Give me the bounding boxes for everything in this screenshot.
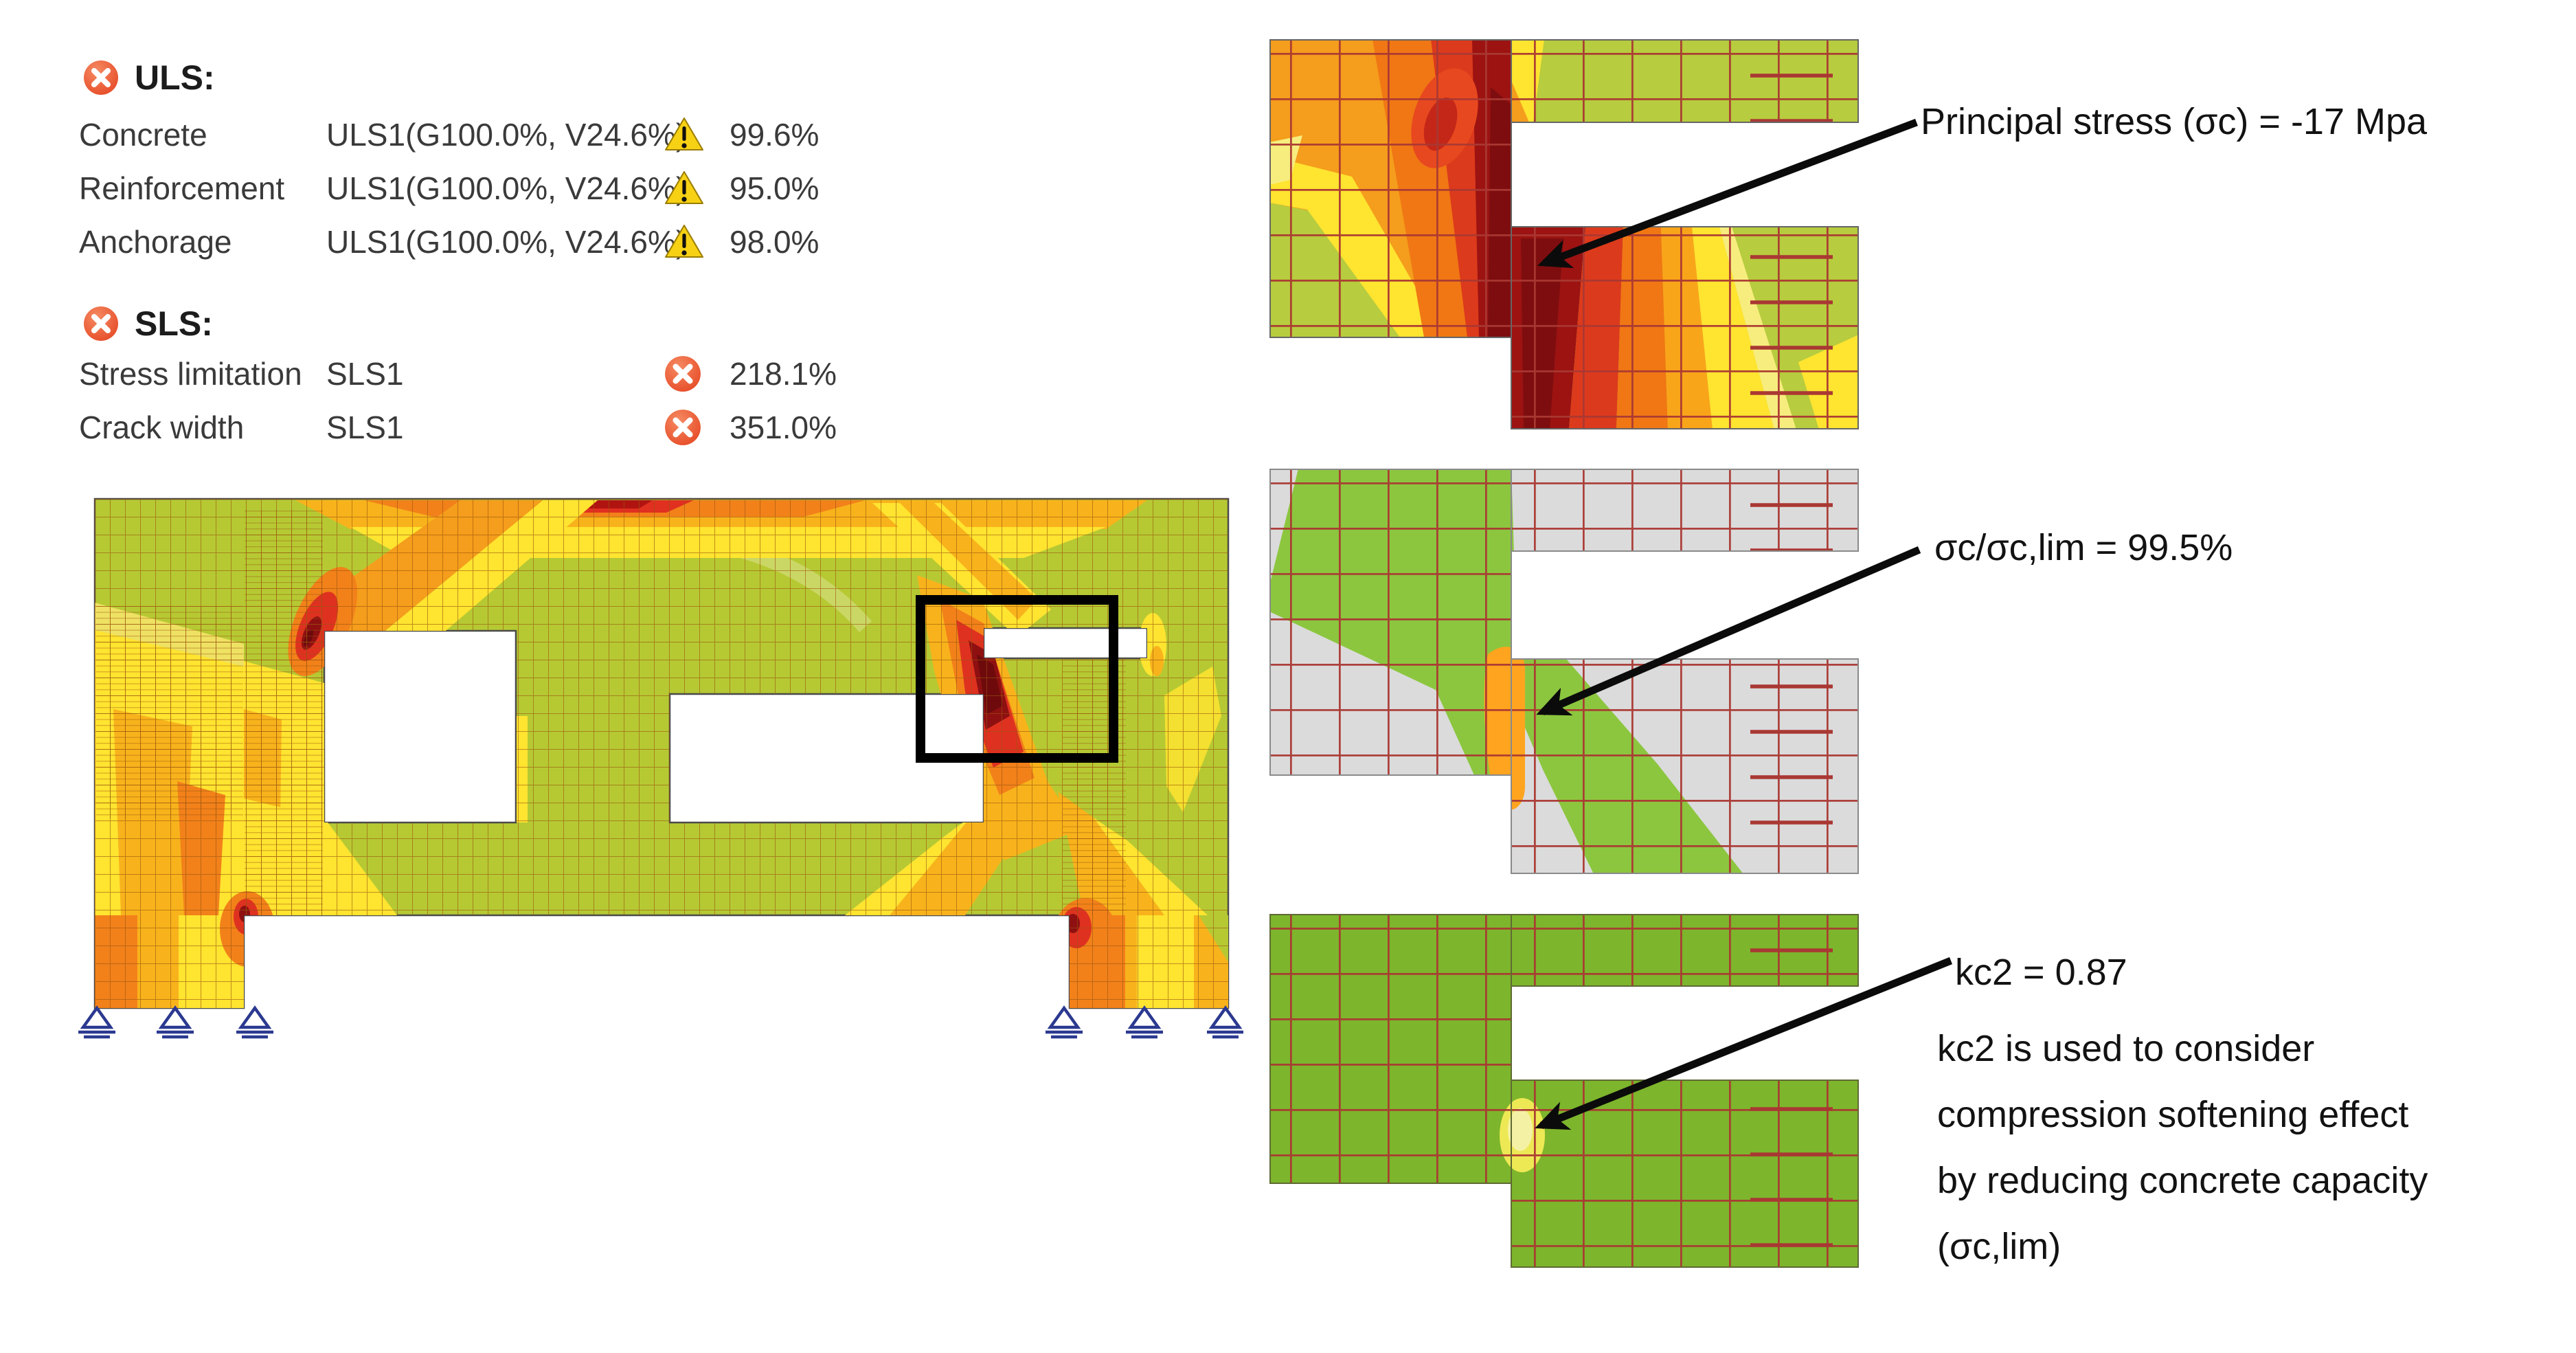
kc2-note-line: by reducing concrete capacity (1937, 1160, 2428, 1201)
check-row-reinforcement[interactable]: Reinforcement ULS1(G100.0%, V24.6%) 95.0… (0, 168, 866, 209)
utilisation-value: 98.0% (730, 224, 820, 260)
load-combination: SLS1 (326, 410, 404, 445)
check-row-stress-limitation[interactable]: Stress limitation SLS1 218.1% (0, 353, 866, 394)
rebar-grid (1269, 914, 1859, 1268)
uls-header: ULS: (82, 58, 215, 98)
rebar-grid (1269, 39, 1859, 429)
error-icon (664, 355, 702, 401)
support-icon (157, 1008, 194, 1037)
check-row-anchorage[interactable]: Anchorage ULS1(G100.0%, V24.6%) 98.0% (0, 221, 866, 262)
support-icon (78, 1008, 115, 1037)
error-icon (664, 408, 702, 454)
load-combination: ULS1(G100.0%, V24.6%) (326, 170, 687, 206)
check-label: Stress limitation (79, 356, 302, 392)
results-summary-panel: ULS: Concrete ULS1(G100.0%, V24.6%) 99.6… (0, 0, 866, 481)
rebar-grid (1269, 469, 1859, 874)
check-label: Concrete (79, 117, 207, 153)
check-label: Reinforcement (79, 170, 285, 206)
load-combination: SLS1 (326, 356, 404, 392)
support-icon (236, 1008, 273, 1037)
detail-stress-ratio (1269, 469, 1859, 874)
warning-icon (664, 223, 705, 267)
utilisation-value: 218.1% (730, 356, 837, 392)
error-icon (84, 306, 118, 341)
fem-wall-contour-plot (76, 489, 1243, 1062)
warning-icon (664, 169, 705, 214)
check-label: Anchorage (79, 224, 232, 260)
detail-kc2 (1269, 914, 1859, 1268)
kc2-note-line: kc2 is used to consider (1937, 1028, 2315, 1069)
error-icon (84, 60, 118, 95)
sls-title: SLS: (135, 304, 213, 343)
kc2-value-label: kc2 = 0.87 (1955, 952, 2127, 993)
utilisation-value: 351.0% (730, 410, 837, 445)
utilisation-value: 99.6% (730, 117, 820, 153)
support-icon (1046, 1008, 1083, 1037)
support-icons (78, 1008, 1243, 1037)
load-combination: ULS1(G100.0%, V24.6%) (326, 224, 687, 260)
kc2-note: kc2 is used to consider compression soft… (1937, 1016, 2428, 1279)
load-combination: ULS1(G100.0%, V24.6%) (326, 117, 687, 153)
highlight-rectangle (916, 595, 1118, 763)
utilisation-value: 95.0% (730, 170, 820, 206)
support-icon (1207, 1008, 1243, 1037)
check-row-crack-width[interactable]: Crack width SLS1 351.0% (0, 407, 866, 448)
sls-header: SLS: (82, 304, 213, 344)
uls-title: ULS: (135, 58, 215, 97)
check-row-concrete[interactable]: Concrete ULS1(G100.0%, V24.6%) 99.6% (0, 114, 866, 155)
kc2-note-line: compression softening effect (1937, 1094, 2409, 1135)
principal-stress-label: Principal stress (σc) = -17 Mpa (1921, 101, 2428, 142)
stress-ratio-label: σc/σc,lim = 99.5% (1934, 527, 2233, 568)
support-icon (1126, 1008, 1163, 1037)
detail-principal-stress (1269, 39, 1859, 429)
check-label: Crack width (79, 410, 245, 445)
warning-icon (664, 115, 705, 160)
kc2-note-line: (σc,lim) (1937, 1226, 2061, 1267)
